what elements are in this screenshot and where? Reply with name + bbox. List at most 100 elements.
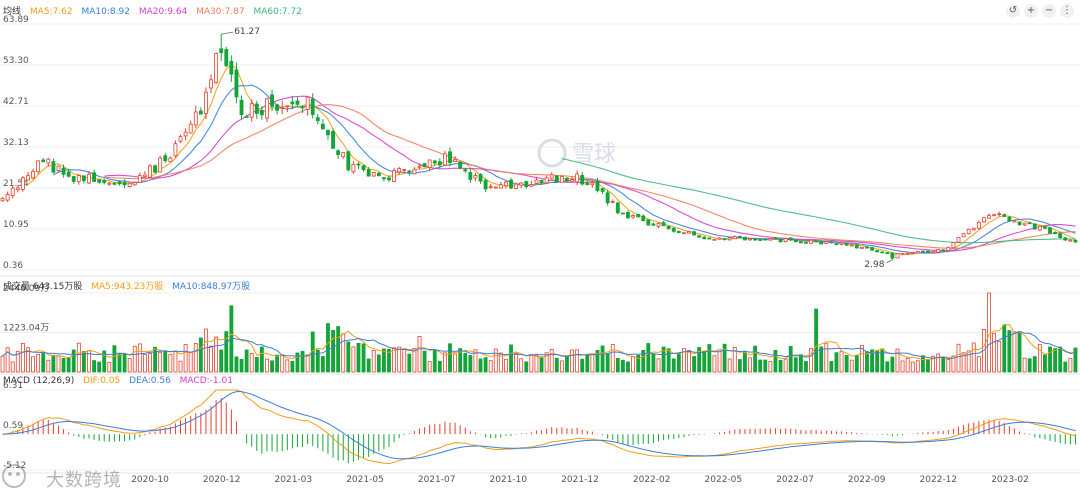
candle-body [880,251,885,254]
candle-body [270,94,274,107]
volume-bar [81,351,86,373]
candle-body [814,240,819,243]
candle-body [102,180,107,183]
volume-bar [931,355,936,373]
volume-bar [331,330,335,373]
candle-body [392,170,397,182]
volume-bar [168,354,173,373]
volume-bar [819,346,824,373]
min-annotation-line [886,259,893,264]
candle-body [407,170,412,173]
volume-bar [448,343,452,373]
candle-body [768,238,773,241]
candle-body [717,237,722,240]
watermark-brand: 雪球 [572,142,616,167]
volume-bar [453,353,458,373]
volume-bar [412,348,417,373]
volume-bar [437,360,442,373]
volume-bar [188,352,193,373]
volume-bar [483,357,488,373]
candle-body [198,110,203,115]
volume-bar [681,348,686,373]
candle-body [336,150,341,155]
volume-bar [615,357,620,373]
candle-body [890,252,895,259]
volume-bar [997,341,1002,373]
volume-bar [1032,356,1037,373]
volume-bar [549,349,554,373]
candle-body [1037,225,1042,231]
volume-bar [376,354,381,373]
x-axis-date-label: 2021-10 [490,475,528,485]
candle-body [305,96,310,110]
volume-bar [224,331,229,373]
candle-body [346,151,351,171]
volume-legend-title: 成交量 643.15万股 [3,282,83,292]
candle-body [865,246,869,249]
volume-bar [1027,358,1032,373]
volume-bar [46,359,51,373]
minus-icon[interactable]: − [1042,4,1056,18]
volume-bar [946,359,951,373]
candle-body [1043,226,1047,229]
candle-body [804,241,808,244]
volume-bar [473,349,478,373]
candle-body [97,179,102,183]
candle-body [468,172,473,180]
candle-body [443,153,447,166]
candle-body [809,239,813,244]
candle-body [763,238,768,241]
volume-bar [427,361,432,373]
volume-bar [1068,357,1073,373]
volume-bar [926,359,930,373]
volume-bar [692,356,697,373]
volume-bar [0,355,5,373]
volume-bar [727,358,732,373]
candle-body [41,159,46,163]
volume-bar [315,349,320,373]
candle-body [666,225,671,230]
plus-icon[interactable]: + [1024,4,1038,18]
candle-body [992,214,997,217]
candle-body [219,48,224,54]
candle-body [631,215,635,218]
volume-bar [183,344,188,373]
volume-bar [580,358,585,373]
volume-bar [844,355,849,373]
candle-body [646,219,651,226]
x-axis-date-label: 2020-12 [203,475,241,485]
candle-body [478,174,483,182]
volume-bar [432,349,437,373]
x-axis-date-label: 2020-10 [131,475,169,485]
volume-bar [493,348,498,373]
candle-body [214,53,219,83]
volume-bar [753,345,758,373]
volume-bar [5,347,10,373]
dea-line [2,391,1076,460]
candle-body [66,171,71,177]
volume-bar [285,359,290,373]
min-annotation: 2.98 [864,260,884,270]
dif-label: DIF:0.05 [83,376,121,386]
candle-body [956,237,961,243]
volume-bar [941,357,946,373]
candle-body [36,160,41,173]
candle-body [788,237,793,241]
candle-body [453,158,458,162]
volume-bar [371,350,376,373]
candle-body [87,173,91,184]
candle-body [239,99,244,116]
volume-bar [829,361,834,373]
volume-bar [209,345,213,373]
macd-legend-title: MACD (12,26,9) [3,376,75,386]
volume-ma-line-10 [2,331,1076,360]
candle-body [966,228,971,235]
volume-bar [707,344,712,373]
candle-body [504,181,508,187]
volume-bar [417,336,422,373]
more-icon[interactable]: ⋮ [1060,4,1074,18]
volume-bar [107,361,112,373]
x-axis-date-label: 2023-02 [991,475,1029,485]
undo-icon[interactable]: ↺ [1006,4,1020,18]
volume-bar [798,354,803,373]
